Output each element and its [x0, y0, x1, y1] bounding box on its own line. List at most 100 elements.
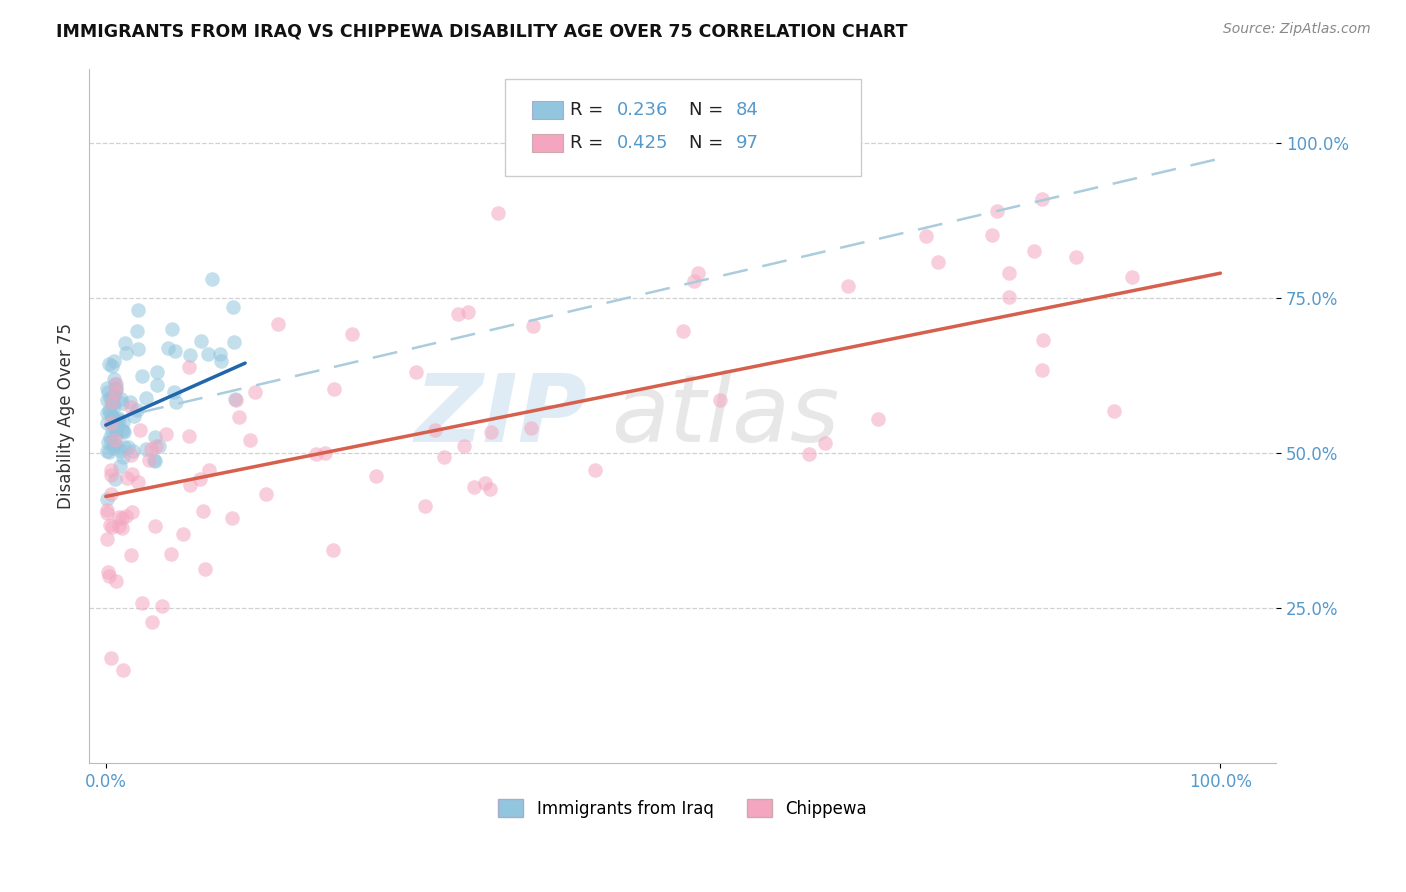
Point — [980, 227, 1002, 242]
Point — [103, 387, 125, 401]
Point — [222, 335, 245, 350]
Point — [177, 359, 200, 374]
Point — [120, 448, 142, 462]
Point — [101, 395, 124, 409]
Point — [1121, 269, 1143, 284]
Point — [114, 335, 136, 350]
Point — [209, 353, 232, 368]
Point — [105, 415, 128, 429]
Point — [1031, 192, 1053, 206]
Point — [103, 372, 125, 386]
Point — [120, 401, 142, 415]
Point — [101, 389, 124, 403]
Point — [1022, 244, 1045, 259]
Point — [115, 471, 138, 485]
Point — [159, 548, 181, 562]
Point — [194, 562, 217, 576]
Point — [519, 421, 541, 435]
Point — [103, 413, 125, 427]
Point — [423, 423, 446, 437]
Point — [100, 393, 122, 408]
Text: N =: N = — [689, 101, 728, 120]
Point — [107, 510, 129, 524]
Point — [98, 392, 121, 406]
Point — [105, 423, 128, 437]
Point — [1032, 333, 1054, 347]
Point — [998, 266, 1021, 280]
Point — [98, 445, 121, 459]
Point — [1102, 403, 1125, 417]
Point — [927, 254, 949, 268]
Point — [322, 542, 344, 557]
Point — [256, 487, 278, 501]
Y-axis label: Disability Age Over 75: Disability Age Over 75 — [58, 323, 75, 508]
Point — [160, 322, 183, 336]
Point — [146, 365, 169, 379]
Point — [96, 491, 118, 506]
Point — [101, 394, 124, 409]
Point — [267, 318, 290, 332]
Point — [101, 424, 124, 438]
Text: atlas: atlas — [612, 370, 839, 461]
Point — [101, 359, 124, 373]
Point — [138, 453, 160, 467]
Point — [239, 433, 262, 447]
Point — [104, 382, 127, 396]
Point — [97, 434, 120, 449]
Point — [97, 569, 120, 583]
Point — [463, 480, 485, 494]
Point — [166, 395, 188, 409]
FancyBboxPatch shape — [505, 78, 860, 177]
Point — [110, 511, 132, 525]
Point — [100, 463, 122, 477]
Point — [156, 342, 179, 356]
Point — [115, 346, 138, 360]
Point — [100, 467, 122, 482]
Point — [97, 565, 120, 579]
Point — [104, 472, 127, 486]
Point — [97, 403, 120, 417]
Point — [98, 357, 121, 371]
Point — [179, 429, 201, 443]
Point — [688, 266, 710, 280]
Point — [453, 439, 475, 453]
Point — [111, 663, 134, 677]
Point — [245, 385, 267, 400]
Point — [163, 343, 186, 358]
Point — [121, 467, 143, 481]
Point — [155, 427, 177, 442]
Point — [143, 519, 166, 533]
Point — [120, 548, 142, 562]
Text: R =: R = — [569, 101, 609, 120]
Point — [479, 425, 502, 440]
Point — [104, 434, 127, 448]
Point — [305, 447, 328, 461]
Point — [188, 472, 211, 486]
Text: N =: N = — [689, 134, 728, 152]
Point — [172, 527, 194, 541]
Point — [96, 406, 118, 420]
Point — [141, 615, 163, 629]
Point — [145, 378, 167, 392]
Point — [122, 409, 145, 424]
Point — [225, 392, 247, 407]
Point — [117, 440, 139, 454]
Point — [115, 508, 138, 523]
Point — [129, 423, 152, 437]
Point — [228, 410, 250, 425]
Point — [145, 439, 167, 453]
Point — [111, 423, 134, 437]
Point — [108, 458, 131, 473]
Point — [108, 519, 131, 533]
Text: R =: R = — [569, 134, 609, 152]
Point — [135, 442, 157, 456]
Point — [405, 365, 427, 379]
Point — [127, 475, 149, 489]
Point — [100, 435, 122, 450]
Point — [97, 384, 120, 399]
Point — [112, 450, 135, 464]
Text: ZIP: ZIP — [415, 370, 588, 462]
Point — [179, 477, 201, 491]
Text: IMMIGRANTS FROM IRAQ VS CHIPPEWA DISABILITY AGE OVER 75 CORRELATION CHART: IMMIGRANTS FROM IRAQ VS CHIPPEWA DISABIL… — [56, 22, 908, 40]
Text: 0.236: 0.236 — [617, 101, 669, 120]
